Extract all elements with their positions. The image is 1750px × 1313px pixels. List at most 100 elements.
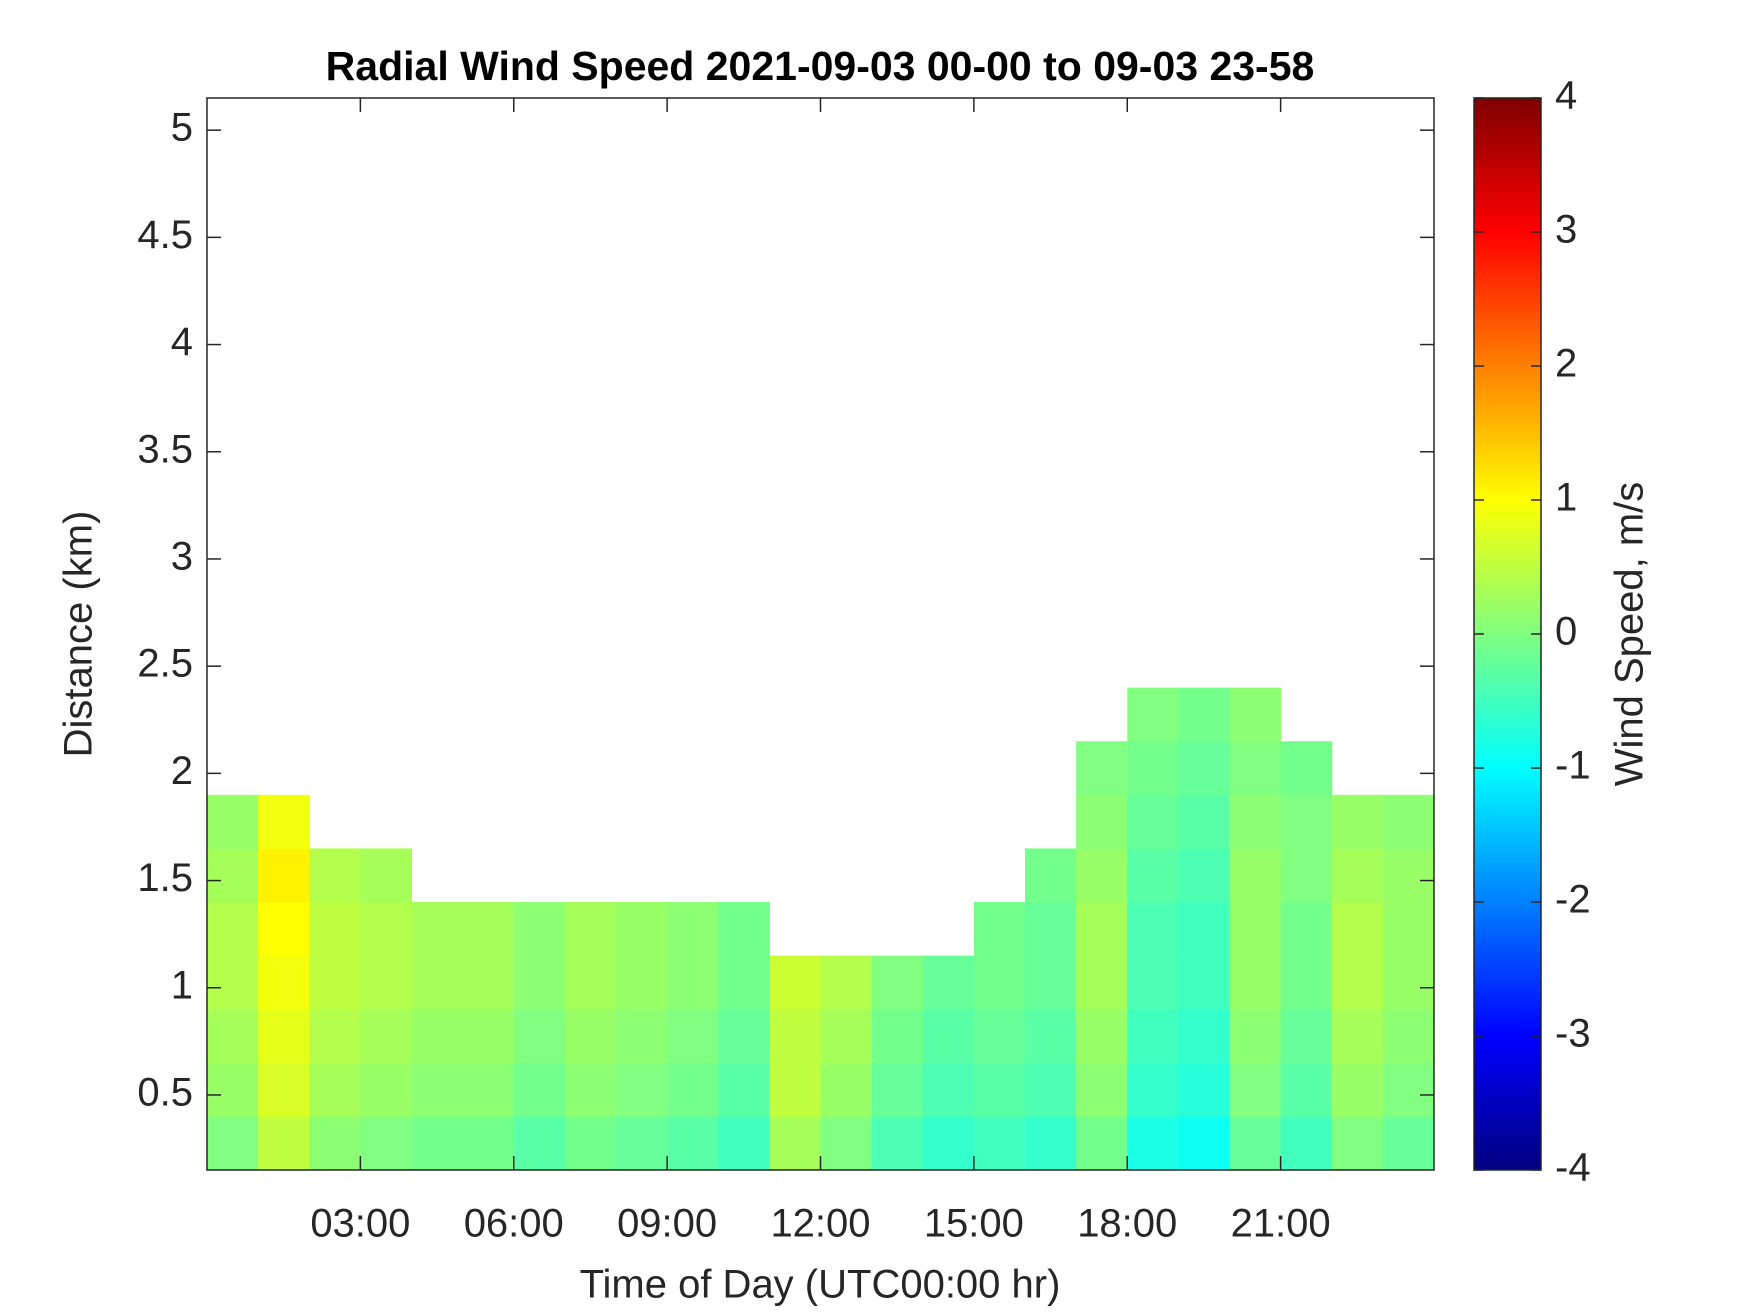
heatmap-cell: [1382, 1009, 1435, 1064]
heatmap-cell: [360, 1116, 412, 1171]
heatmap-cell: [1331, 902, 1384, 957]
heatmap-cell: [1229, 955, 1282, 1010]
colorbar-tick-label: -1: [1555, 744, 1591, 788]
heatmap-cell: [1331, 1009, 1384, 1064]
heatmap-cell: [667, 1009, 719, 1064]
heatmap-cell: [1229, 848, 1282, 903]
heatmap-cell: [1025, 1116, 1077, 1171]
heatmap-cell: [1331, 1062, 1384, 1117]
heatmap-cell: [1025, 1009, 1077, 1064]
heatmap-cell: [513, 1116, 566, 1171]
heatmap-cell: [667, 1062, 719, 1117]
heatmap-cell: [207, 794, 259, 849]
y-axis-label: Distance (km): [57, 511, 101, 758]
heatmap-cell: [1076, 741, 1128, 796]
y-tick-label: 4: [171, 320, 193, 364]
heatmap-cell: [1025, 848, 1077, 903]
heatmap-cell: [1382, 1062, 1435, 1117]
colorbar: [1473, 97, 1542, 1171]
heatmap-cell: [616, 902, 668, 957]
colorbar-tick-label: 0: [1555, 610, 1577, 654]
heatmap-cell: [1025, 902, 1077, 957]
heatmap-cell: [207, 848, 259, 903]
heatmap-cell: [258, 1009, 310, 1064]
heatmap-cell: [309, 1009, 361, 1064]
y-tick-label: 1.5: [137, 856, 193, 900]
heatmap-cell: [1229, 741, 1282, 796]
y-tick-label: 3: [171, 535, 193, 579]
y-tick-label: 1: [171, 963, 193, 1007]
heatmap-cell: [1127, 1116, 1179, 1171]
colorbar-tick-label: -2: [1555, 878, 1591, 922]
heatmap-cell: [1280, 1062, 1333, 1117]
heatmap-cell: [462, 1116, 515, 1171]
heatmap-cell: [1229, 687, 1282, 742]
x-axis-label: Time of Day (UTC00:00 hr): [580, 1263, 1061, 1307]
heatmap-cell: [1076, 1116, 1128, 1171]
heatmap-cell: [1178, 848, 1230, 903]
heatmap-cell: [1127, 848, 1179, 903]
heatmap-cell: [1127, 794, 1179, 849]
heatmap-cell: [462, 955, 515, 1010]
heatmap-cell: [207, 1062, 259, 1117]
heatmap-cell: [564, 955, 617, 1010]
heatmap-cell: [1280, 902, 1333, 957]
heatmap-cell: [564, 1116, 617, 1171]
heatmap-cell: [1025, 955, 1077, 1010]
y-tick-label: 5: [171, 106, 193, 150]
heatmap-cell: [1127, 687, 1179, 742]
heatmap-cell: [1331, 848, 1384, 903]
heatmap-cell: [922, 955, 975, 1010]
heatmap-cell: [769, 1116, 821, 1171]
heatmap-cell: [922, 1009, 975, 1064]
heatmap-cell: [462, 1062, 515, 1117]
heatmap-cell: [1127, 741, 1179, 796]
heatmap-cell: [411, 902, 464, 957]
heatmap-cell: [360, 1062, 412, 1117]
heatmap-cell: [564, 902, 617, 957]
colorbar-tick-label: -3: [1555, 1012, 1591, 1056]
heatmap-cell: [1178, 1062, 1230, 1117]
heatmap-cell: [1076, 902, 1128, 957]
heatmap-cell: [1178, 687, 1230, 742]
heatmap-cell: [1382, 794, 1435, 849]
x-tick-label: 12:00: [770, 1202, 870, 1246]
heatmap-cell: [1229, 794, 1282, 849]
heatmap-cell: [1280, 848, 1333, 903]
heatmap-cell: [360, 1009, 412, 1064]
heatmap-cell: [973, 1009, 1026, 1064]
heatmap-cell: [820, 955, 873, 1010]
heatmap-cell: [1178, 955, 1230, 1010]
heatmap-cell: [973, 955, 1026, 1010]
heatmap-cell: [1025, 1062, 1077, 1117]
x-tick-label: 03:00: [310, 1202, 410, 1246]
heatmap-cell: [1229, 1009, 1282, 1064]
heatmap-cell: [1127, 955, 1179, 1010]
heatmap-cell: [922, 1062, 975, 1117]
heatmap-cell: [462, 902, 515, 957]
chart-title: Radial Wind Speed 2021-09-03 00-00 to 09…: [326, 43, 1315, 89]
heatmap-cell: [258, 955, 310, 1010]
heatmap-cell: [258, 1062, 310, 1117]
heatmap-cell: [411, 1009, 464, 1064]
heatmap-cell: [258, 1116, 310, 1171]
y-tick-label: 2.5: [137, 642, 193, 686]
y-tick-label: 3.5: [137, 427, 193, 471]
heatmap-cell: [207, 955, 259, 1010]
heatmap-cell: [1229, 902, 1282, 957]
heatmap-cell: [1127, 1009, 1179, 1064]
heatmap-cell: [871, 955, 924, 1010]
heatmap-cell: [820, 1116, 873, 1171]
colorbar-tick-label: 3: [1555, 208, 1577, 252]
heatmap-cell: [360, 955, 412, 1010]
heatmap-cell: [616, 955, 668, 1010]
heatmap-cell: [1178, 1116, 1230, 1171]
colorbar-label: Wind Speed, m/s: [1608, 482, 1652, 787]
heatmap-cell: [1280, 794, 1333, 849]
heatmap-cell: [360, 902, 412, 957]
heatmap-cell: [1229, 1062, 1282, 1117]
heatmap-cell: [718, 1116, 770, 1171]
heatmap-cell: [1382, 955, 1435, 1010]
heatmap-cell: [1076, 955, 1128, 1010]
